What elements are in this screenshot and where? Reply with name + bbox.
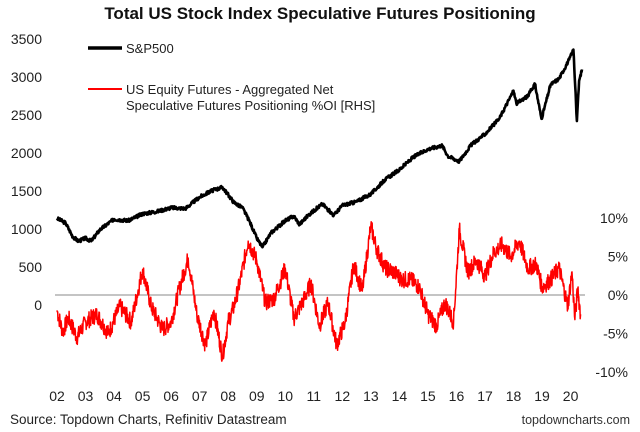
x-tick-label: 16	[449, 388, 465, 404]
watermark: topdowncharts.com	[522, 413, 630, 427]
right-tick-label: 5%	[608, 249, 628, 265]
left-y-axis: 0 500 1000 1500 2000 2500 3000 3500	[11, 31, 42, 313]
series-layer	[55, 48, 584, 362]
x-tick-label: 20	[563, 388, 579, 404]
left-tick-label: 2500	[11, 107, 42, 123]
series-line-sp500	[55, 48, 584, 249]
x-tick-label: 14	[392, 388, 408, 404]
x-tick-label: 04	[106, 388, 122, 404]
right-y-axis: 10% 5% 0% -5% -10%	[595, 210, 628, 380]
x-tick-label: 15	[420, 388, 436, 404]
left-tick-label: 0	[34, 297, 42, 313]
series-line-positioning	[56, 221, 582, 362]
x-tick-label: 03	[78, 388, 94, 404]
x-tick-label: 10	[277, 388, 293, 404]
x-axis: 02 03 04 05 06 07 08 09 10 11 12 13 14 15 16 17 18 19 20	[49, 388, 578, 404]
x-tick-label: 19	[534, 388, 550, 404]
x-tick-label: 07	[192, 388, 208, 404]
left-tick-label: 2000	[11, 145, 42, 161]
legend-label-positioning: US Equity Futures - Aggregated Net Specu…	[126, 82, 375, 113]
left-tick-label: 3500	[11, 31, 42, 47]
chart-title: Total US Stock Index Speculative Futures…	[104, 4, 535, 23]
x-tick-label: 12	[335, 388, 351, 404]
x-tick-label: 02	[49, 388, 65, 404]
left-tick-label: 1500	[11, 183, 42, 199]
x-tick-label: 17	[477, 388, 493, 404]
source-note: Source: Topdown Charts, Refinitiv Datast…	[10, 412, 287, 427]
right-tick-label: -5%	[603, 326, 628, 342]
left-tick-label: 500	[19, 259, 43, 275]
left-tick-label: 1000	[11, 221, 42, 237]
x-tick-label: 05	[135, 388, 151, 404]
x-tick-label: 08	[220, 388, 236, 404]
left-tick-label: 3000	[11, 69, 42, 85]
x-tick-label: 13	[363, 388, 379, 404]
legend: S&P500 US Equity Futures - Aggregated Ne…	[88, 41, 375, 113]
x-tick-label: 11	[307, 388, 322, 404]
legend-label-positioning-line2: Speculative Futures Positioning %OI [RHS…	[126, 98, 375, 113]
right-tick-label: 10%	[600, 210, 628, 226]
right-tick-label: 0%	[608, 287, 628, 303]
legend-label-positioning-line1: US Equity Futures - Aggregated Net	[126, 82, 334, 97]
legend-label-sp500: S&P500	[126, 41, 174, 56]
x-tick-label: 09	[249, 388, 265, 404]
x-tick-label: 18	[506, 388, 522, 404]
right-tick-label: -10%	[595, 364, 628, 380]
x-tick-label: 06	[163, 388, 179, 404]
